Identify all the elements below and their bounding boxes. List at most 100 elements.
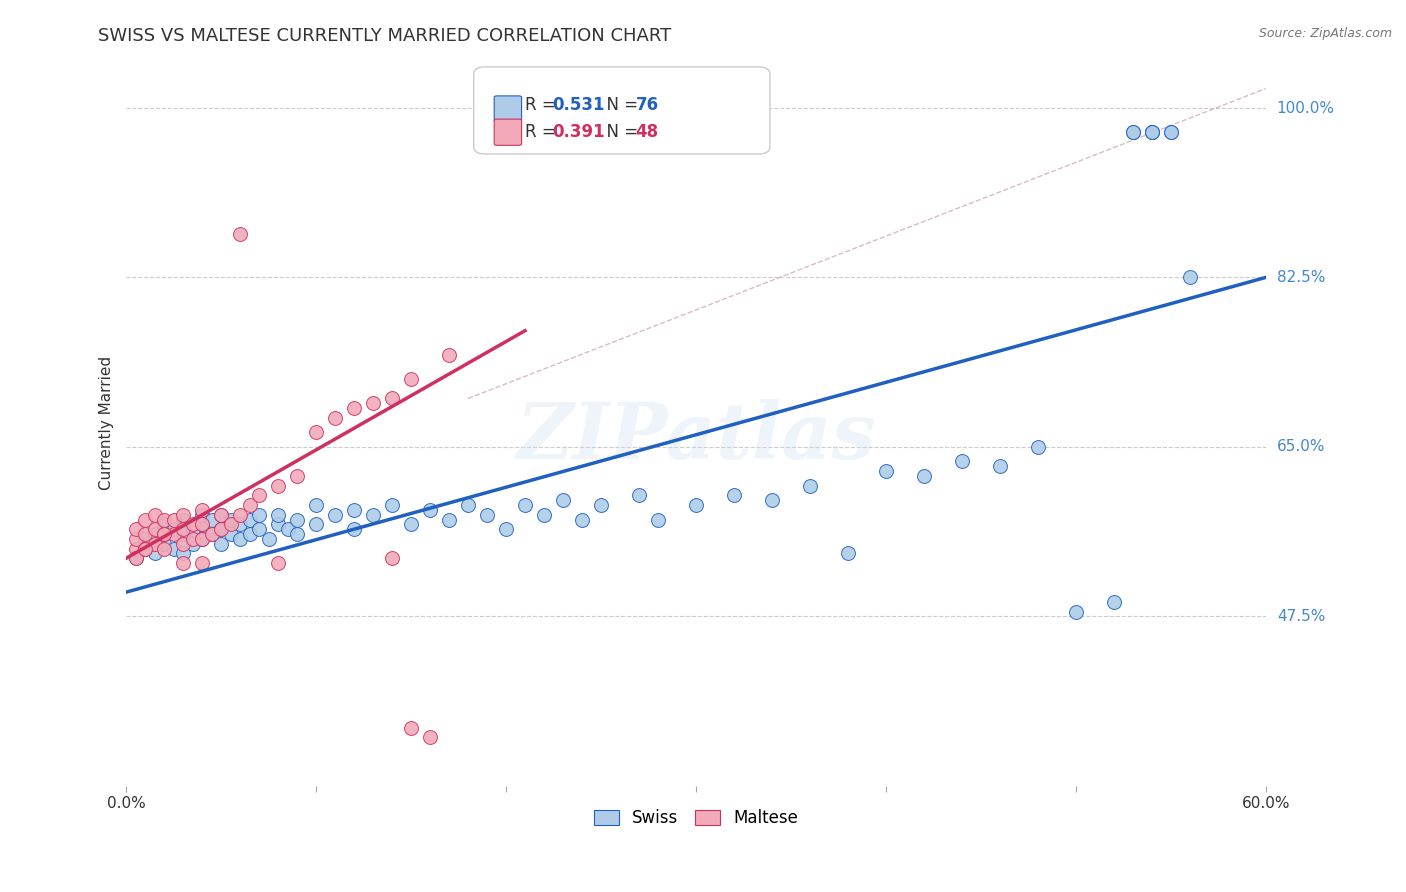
Point [209, 508, 232, 522]
Point [134, 541, 156, 556]
Point [285, 512, 308, 526]
Text: 47.5%: 47.5% [1277, 609, 1324, 624]
Point [837, 546, 859, 560]
Point [589, 498, 612, 512]
Point [419, 503, 441, 517]
Point [219, 517, 242, 532]
Point [399, 721, 422, 735]
Point [134, 541, 156, 556]
Point [153, 527, 176, 541]
Point [419, 731, 441, 745]
Point [191, 532, 214, 546]
Point [134, 512, 156, 526]
Point [153, 512, 176, 526]
Point [153, 537, 176, 551]
Point [627, 488, 650, 502]
Point [381, 392, 404, 406]
Point [343, 503, 366, 517]
Point [153, 527, 176, 541]
Point [285, 527, 308, 541]
Text: N =: N = [596, 96, 643, 114]
Point [361, 508, 384, 522]
Point [1140, 125, 1163, 139]
Point [163, 541, 186, 556]
Point [209, 508, 232, 522]
Point [685, 498, 707, 512]
Point [437, 348, 460, 362]
Point [229, 517, 252, 532]
Point [134, 532, 156, 546]
Point [143, 546, 166, 560]
Point [172, 537, 194, 551]
Text: 48: 48 [636, 123, 658, 141]
Point [229, 532, 252, 546]
Text: SWISS VS MALTESE CURRENTLY MARRIED CORRELATION CHART: SWISS VS MALTESE CURRENTLY MARRIED CORRE… [98, 27, 672, 45]
Point [267, 556, 290, 570]
Point [723, 488, 745, 502]
Point [239, 498, 262, 512]
Point [399, 517, 422, 532]
Point [267, 478, 290, 492]
Point [143, 522, 166, 536]
Text: 65.0%: 65.0% [1277, 440, 1326, 454]
Point [647, 512, 669, 526]
Point [172, 546, 194, 560]
Legend: Swiss, Maltese: Swiss, Maltese [585, 801, 807, 836]
Point [124, 551, 146, 566]
Point [950, 454, 973, 468]
Point [239, 527, 262, 541]
Text: ZIPatlas: ZIPatlas [516, 399, 876, 475]
Point [134, 527, 156, 541]
Point [153, 541, 176, 556]
Point [1160, 125, 1182, 139]
Point [219, 527, 242, 541]
Point [143, 537, 166, 551]
Point [457, 498, 479, 512]
Point [181, 532, 204, 546]
Point [761, 493, 783, 508]
Point [323, 410, 346, 425]
Point [571, 512, 593, 526]
Point [495, 522, 517, 536]
Point [1122, 125, 1144, 139]
Point [172, 508, 194, 522]
Point [399, 372, 422, 386]
Point [267, 508, 290, 522]
Point [191, 503, 214, 517]
Point [247, 488, 270, 502]
Point [163, 522, 186, 536]
Point [124, 551, 146, 566]
Point [172, 556, 194, 570]
Point [1160, 125, 1182, 139]
Point [219, 512, 242, 526]
Point [875, 464, 897, 478]
Point [181, 537, 204, 551]
Point [305, 517, 328, 532]
Point [1178, 270, 1201, 285]
Point [143, 527, 166, 541]
Point [201, 527, 224, 541]
Point [1140, 125, 1163, 139]
Point [437, 512, 460, 526]
Point [229, 508, 252, 522]
Point [181, 522, 204, 536]
Point [381, 498, 404, 512]
Text: R =: R = [524, 123, 561, 141]
Point [381, 551, 404, 566]
Text: R =: R = [524, 96, 561, 114]
Text: N =: N = [596, 123, 643, 141]
Point [1064, 605, 1087, 619]
Point [143, 508, 166, 522]
Point [153, 517, 176, 532]
Point [343, 401, 366, 416]
Point [191, 532, 214, 546]
Point [257, 532, 280, 546]
Point [209, 522, 232, 536]
Point [267, 517, 290, 532]
Point [229, 227, 252, 241]
FancyBboxPatch shape [474, 67, 770, 154]
Point [513, 498, 536, 512]
Point [209, 537, 232, 551]
Text: 76: 76 [636, 96, 658, 114]
Point [191, 508, 214, 522]
